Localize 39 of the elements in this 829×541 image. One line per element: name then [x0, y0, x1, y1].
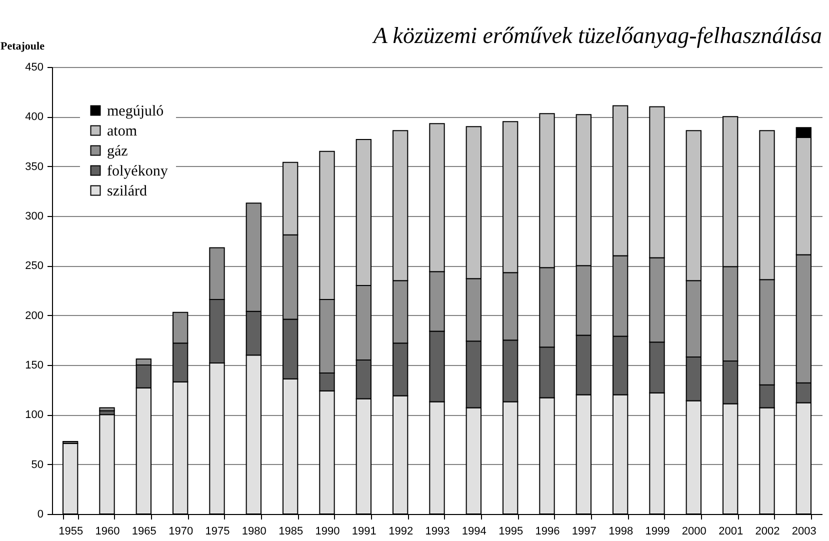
x-tick-label: 1990 [315, 526, 340, 538]
legend-label: atom [107, 124, 138, 140]
bar [99, 407, 115, 412]
legend-label: folyékony [107, 164, 168, 180]
x-tick-label: 1999 [645, 526, 670, 538]
legend-label: megújuló [107, 104, 164, 120]
y-tick-label: 0 [37, 508, 44, 520]
y-tick-label: 400 [25, 111, 44, 124]
x-tick-label: 1994 [462, 526, 486, 538]
legend-label: gáz [107, 144, 128, 160]
x-tick-label: 2003 [792, 526, 816, 538]
y-tick-label: 150 [25, 360, 44, 372]
x-tick-label: 1970 [168, 526, 194, 538]
x-tick-label: 1980 [242, 526, 266, 538]
y-tick-label: 50 [31, 458, 44, 471]
y-tick-label: 200 [25, 310, 44, 322]
x-tick-label: 1985 [278, 526, 304, 538]
x-tick-label: 2001 [718, 526, 744, 538]
x-tick-label: 1991 [352, 526, 376, 538]
x-tick-label: 2000 [682, 526, 706, 538]
x-tick-label: 1997 [572, 526, 596, 538]
x-tick-label: 1995 [498, 526, 524, 538]
x-tick-label: 1960 [95, 526, 120, 538]
y-axis-title: Petajoule [0, 40, 45, 52]
x-tick-label: 1993 [425, 526, 450, 538]
x-tick-label: 1955 [58, 526, 84, 538]
x-tick-label: 1975 [205, 526, 230, 538]
y-tick-label: 350 [25, 160, 44, 173]
y-tick-label: 450 [25, 62, 44, 74]
y-tick-label: 250 [25, 260, 44, 272]
x-tick-label: 1965 [132, 526, 156, 538]
chart-title: A közüzemi erőművek tüzelőanyag-felhasználása [371, 23, 822, 48]
y-tick-label: 300 [25, 210, 44, 222]
x-tick-label: 1998 [608, 526, 634, 538]
x-tick-label: 2002 [755, 526, 780, 538]
y-tick-label: 100 [25, 409, 44, 422]
legend-label: szilárd [107, 184, 148, 200]
x-tick-label: 1992 [388, 526, 414, 538]
x-tick-label: 1996 [535, 526, 560, 538]
